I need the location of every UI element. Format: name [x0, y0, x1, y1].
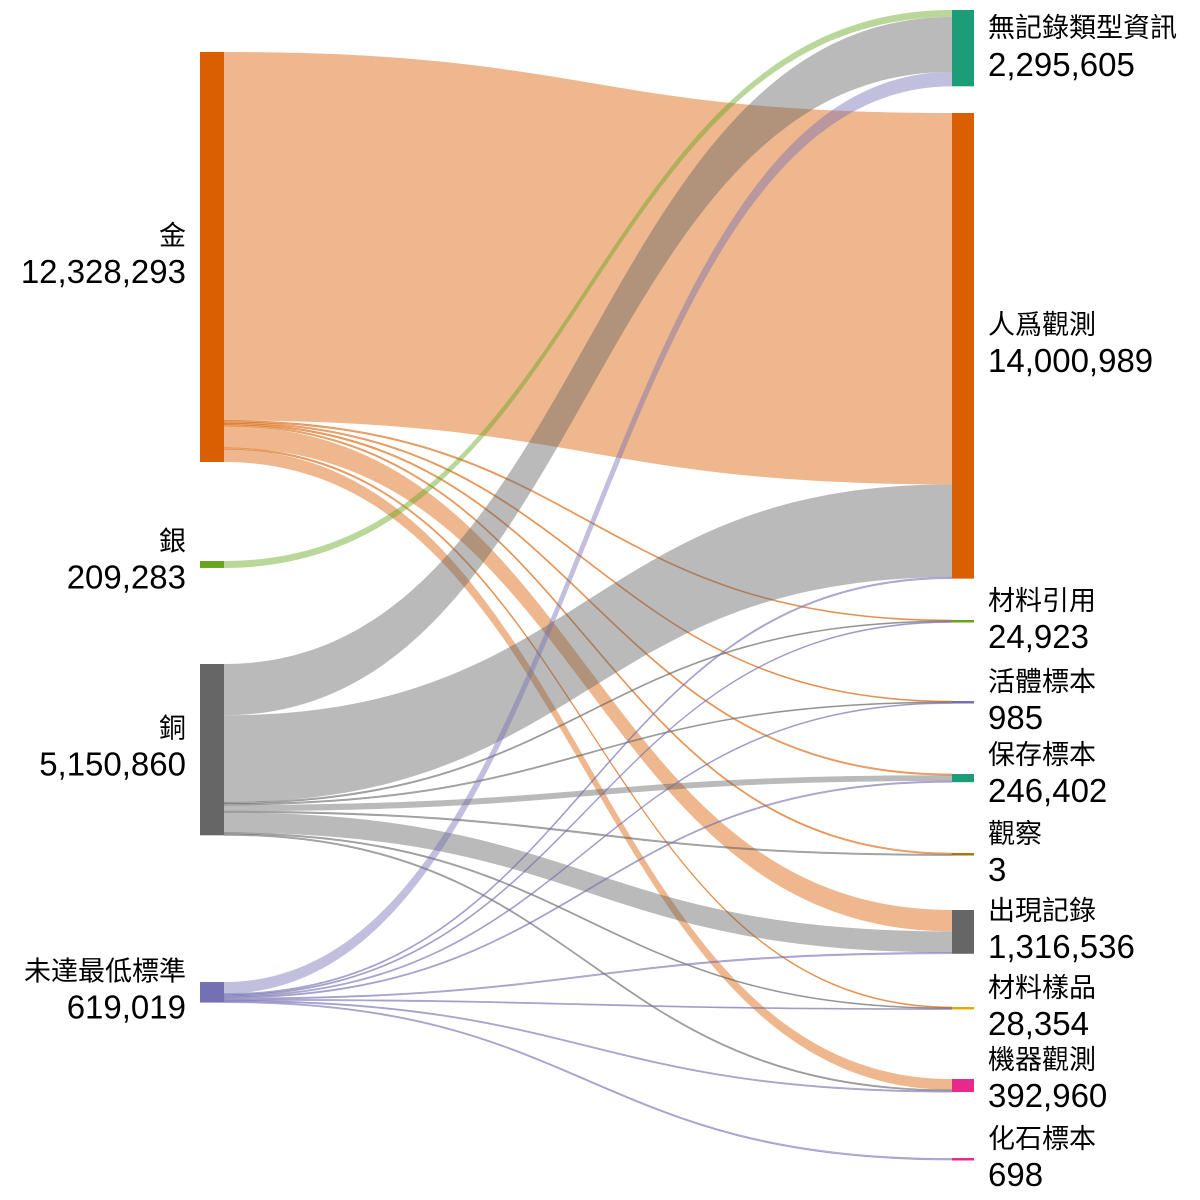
- label-copper-name: 銅: [159, 714, 186, 745]
- label-no_record_type-name: 無記錄類型資訊: [988, 13, 1177, 44]
- label-living_spec-name: 活體標本: [988, 667, 1096, 698]
- label-human_obs-name: 人爲觀測: [988, 310, 1096, 341]
- label-material_cite-name: 材料引用: [988, 586, 1096, 617]
- label-copper-value: 5,150,860: [39, 746, 186, 783]
- link-silver-to-no_record_type: [224, 10, 952, 568]
- node-machine_obs: [952, 1079, 974, 1093]
- node-occurrence: [952, 910, 974, 954]
- node-copper: [200, 664, 224, 836]
- link-copper-to-no_record_type: [224, 16, 952, 716]
- node-preserved_spec: [952, 774, 974, 783]
- link-copper-to-occurrence: [224, 812, 952, 953]
- label-machine_obs-value: 392,960: [988, 1077, 1107, 1114]
- label-machine_obs-name: 機器觀測: [988, 1045, 1096, 1076]
- node-fossil_spec: [952, 1158, 974, 1161]
- link-below-to-preserved_spec: [223, 780, 953, 999]
- label-living_spec-value: 985: [988, 699, 1043, 736]
- link-below-to-no_record_type: [224, 71, 952, 994]
- node-human_obs: [952, 113, 974, 579]
- node-no_record_type: [952, 10, 974, 87]
- label-preserved_spec-value: 246,402: [988, 772, 1107, 809]
- link-copper-to-human_obs: [224, 484, 952, 803]
- node-below: [200, 982, 224, 1003]
- node-material_cite: [952, 620, 974, 623]
- label-preserved_spec-name: 保存標本: [988, 740, 1096, 771]
- label-below-value: 619,019: [67, 988, 186, 1025]
- links-layer: [223, 10, 953, 1161]
- label-observation-value: 3: [988, 851, 1006, 888]
- label-gold-value: 12,328,293: [21, 253, 186, 290]
- label-below-name: 未達最低標準: [24, 956, 186, 987]
- node-silver: [200, 561, 224, 568]
- label-observation: 觀察3: [988, 819, 1042, 888]
- label-observation-name: 觀察: [988, 819, 1042, 850]
- label-human_obs-value: 14,000,989: [988, 342, 1153, 379]
- link-gold-to-human_obs: [224, 52, 952, 485]
- label-occurrence-value: 1,316,536: [988, 928, 1135, 965]
- label-silver-value: 209,283: [67, 558, 186, 595]
- link-gold-to-occurrence: [224, 426, 952, 932]
- link-below-to-human_obs: [223, 576, 953, 996]
- node-observation: [952, 853, 974, 856]
- label-material_cite-value: 24,923: [988, 618, 1089, 655]
- link-below-to-occurrence: [223, 952, 953, 1000]
- label-silver-name: 銀: [159, 526, 186, 557]
- nodes-layer: [200, 10, 974, 1161]
- node-living_spec: [952, 701, 974, 704]
- label-gold-name: 金: [159, 221, 186, 252]
- label-material_sample-name: 材料樣品: [988, 973, 1096, 1004]
- label-fossil_spec-value: 698: [988, 1156, 1043, 1193]
- label-no_record_type-value: 2,295,605: [988, 46, 1135, 83]
- link-copper-to-preserved_spec: [224, 775, 952, 812]
- link-gold-to-machine_obs: [224, 449, 952, 1090]
- label-copper: 銅5,150,860: [39, 714, 186, 783]
- label-gold: 金12,328,293: [21, 221, 186, 290]
- node-material_sample: [952, 1007, 974, 1010]
- node-gold: [200, 52, 224, 462]
- link-below-to-machine_obs: [223, 999, 953, 1093]
- label-material_sample-value: 28,354: [988, 1005, 1089, 1042]
- label-fossil_spec-name: 化石標本: [988, 1124, 1096, 1155]
- label-occurrence-name: 出現記錄: [988, 896, 1096, 927]
